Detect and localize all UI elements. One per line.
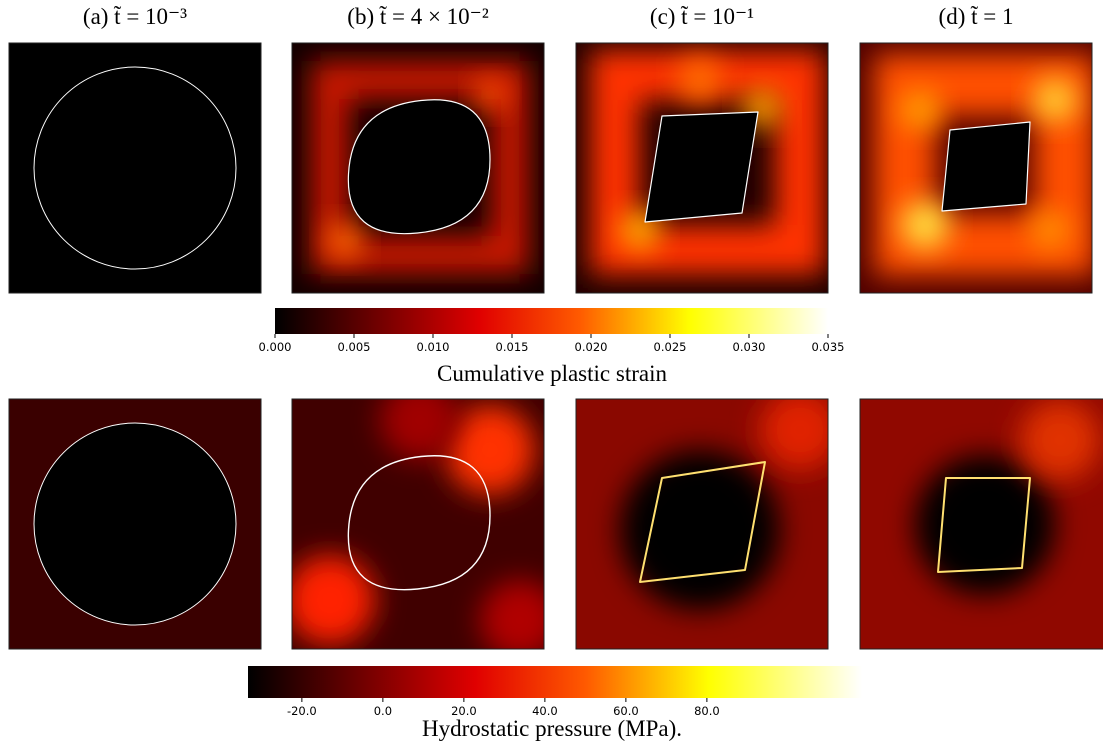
panel-border xyxy=(575,42,829,294)
tick-label: 0.015 xyxy=(496,340,529,354)
tick-label: 0.005 xyxy=(338,340,371,354)
tick-label: 0.010 xyxy=(417,340,450,354)
tick-label: 60.0 xyxy=(613,704,639,718)
colorbar xyxy=(275,308,828,334)
tick-label: 80.0 xyxy=(694,704,720,718)
field-panel xyxy=(576,399,828,649)
inclusion xyxy=(347,455,491,591)
panel-title: (b) t̃ = 4 × 10⁻² xyxy=(347,4,489,29)
field-panel xyxy=(9,43,261,293)
field-panel xyxy=(860,399,1103,649)
field-glow xyxy=(480,580,544,649)
panel-title: (a) t̃ = 10⁻³ xyxy=(83,4,187,29)
colorbar-label: Hydrostatic pressure (MPa). xyxy=(422,716,682,741)
field-glow xyxy=(292,555,375,645)
field-glow xyxy=(1030,210,1070,250)
inclusion xyxy=(33,422,237,626)
field-glow xyxy=(1020,400,1100,480)
panel-border xyxy=(291,398,545,650)
tick-label: 0.0 xyxy=(374,704,392,718)
panel-title: (c) t̃ = 10⁻¹ xyxy=(650,4,754,29)
tick-label: 0.025 xyxy=(654,340,687,354)
inclusion xyxy=(33,66,237,270)
field-glow xyxy=(760,399,828,470)
field-glow xyxy=(445,405,535,495)
inclusion xyxy=(639,461,766,583)
tick-label: 0.035 xyxy=(812,340,845,354)
inclusion xyxy=(644,111,759,223)
panel-border xyxy=(859,398,1103,650)
field-glow xyxy=(620,450,780,610)
panel-border xyxy=(8,42,262,294)
field-glow xyxy=(1033,78,1077,122)
tick-label: 0.030 xyxy=(733,340,766,354)
tick-label: 0.000 xyxy=(259,340,292,354)
field-panel xyxy=(292,43,544,293)
field-glow xyxy=(915,455,1055,595)
field-panel xyxy=(292,399,544,649)
panel-border xyxy=(575,398,829,650)
tick-label: -20.0 xyxy=(287,704,317,718)
panels xyxy=(8,42,1103,650)
field-panel xyxy=(576,43,828,293)
field-glow xyxy=(901,201,949,249)
tick-label: 40.0 xyxy=(532,704,558,718)
panel-border xyxy=(859,42,1093,294)
field-panel xyxy=(9,399,261,649)
inclusion xyxy=(941,121,1031,212)
field-glow xyxy=(327,222,363,258)
tick-label: 20.0 xyxy=(451,704,477,718)
field-glow xyxy=(874,54,1092,276)
field-glow xyxy=(380,399,460,460)
field-glow xyxy=(474,79,506,111)
panel-title: (d) t̃ = 1 xyxy=(939,4,1014,29)
tick-label: 0.020 xyxy=(575,340,608,354)
inclusion xyxy=(937,477,1031,573)
colorbars: 0.000 0.005 0.010 0.015 0.020 0.025 0.030 0.035… xyxy=(248,308,862,741)
inclusion xyxy=(347,99,491,235)
field-glow xyxy=(678,58,722,102)
colorbar xyxy=(248,666,862,698)
field-panel xyxy=(860,43,1092,293)
colorbar-label: Cumulative plastic strain xyxy=(437,361,667,386)
panel-border xyxy=(8,398,262,650)
panel-border xyxy=(291,42,545,294)
field-glow xyxy=(900,90,940,130)
field-glow xyxy=(311,61,529,274)
